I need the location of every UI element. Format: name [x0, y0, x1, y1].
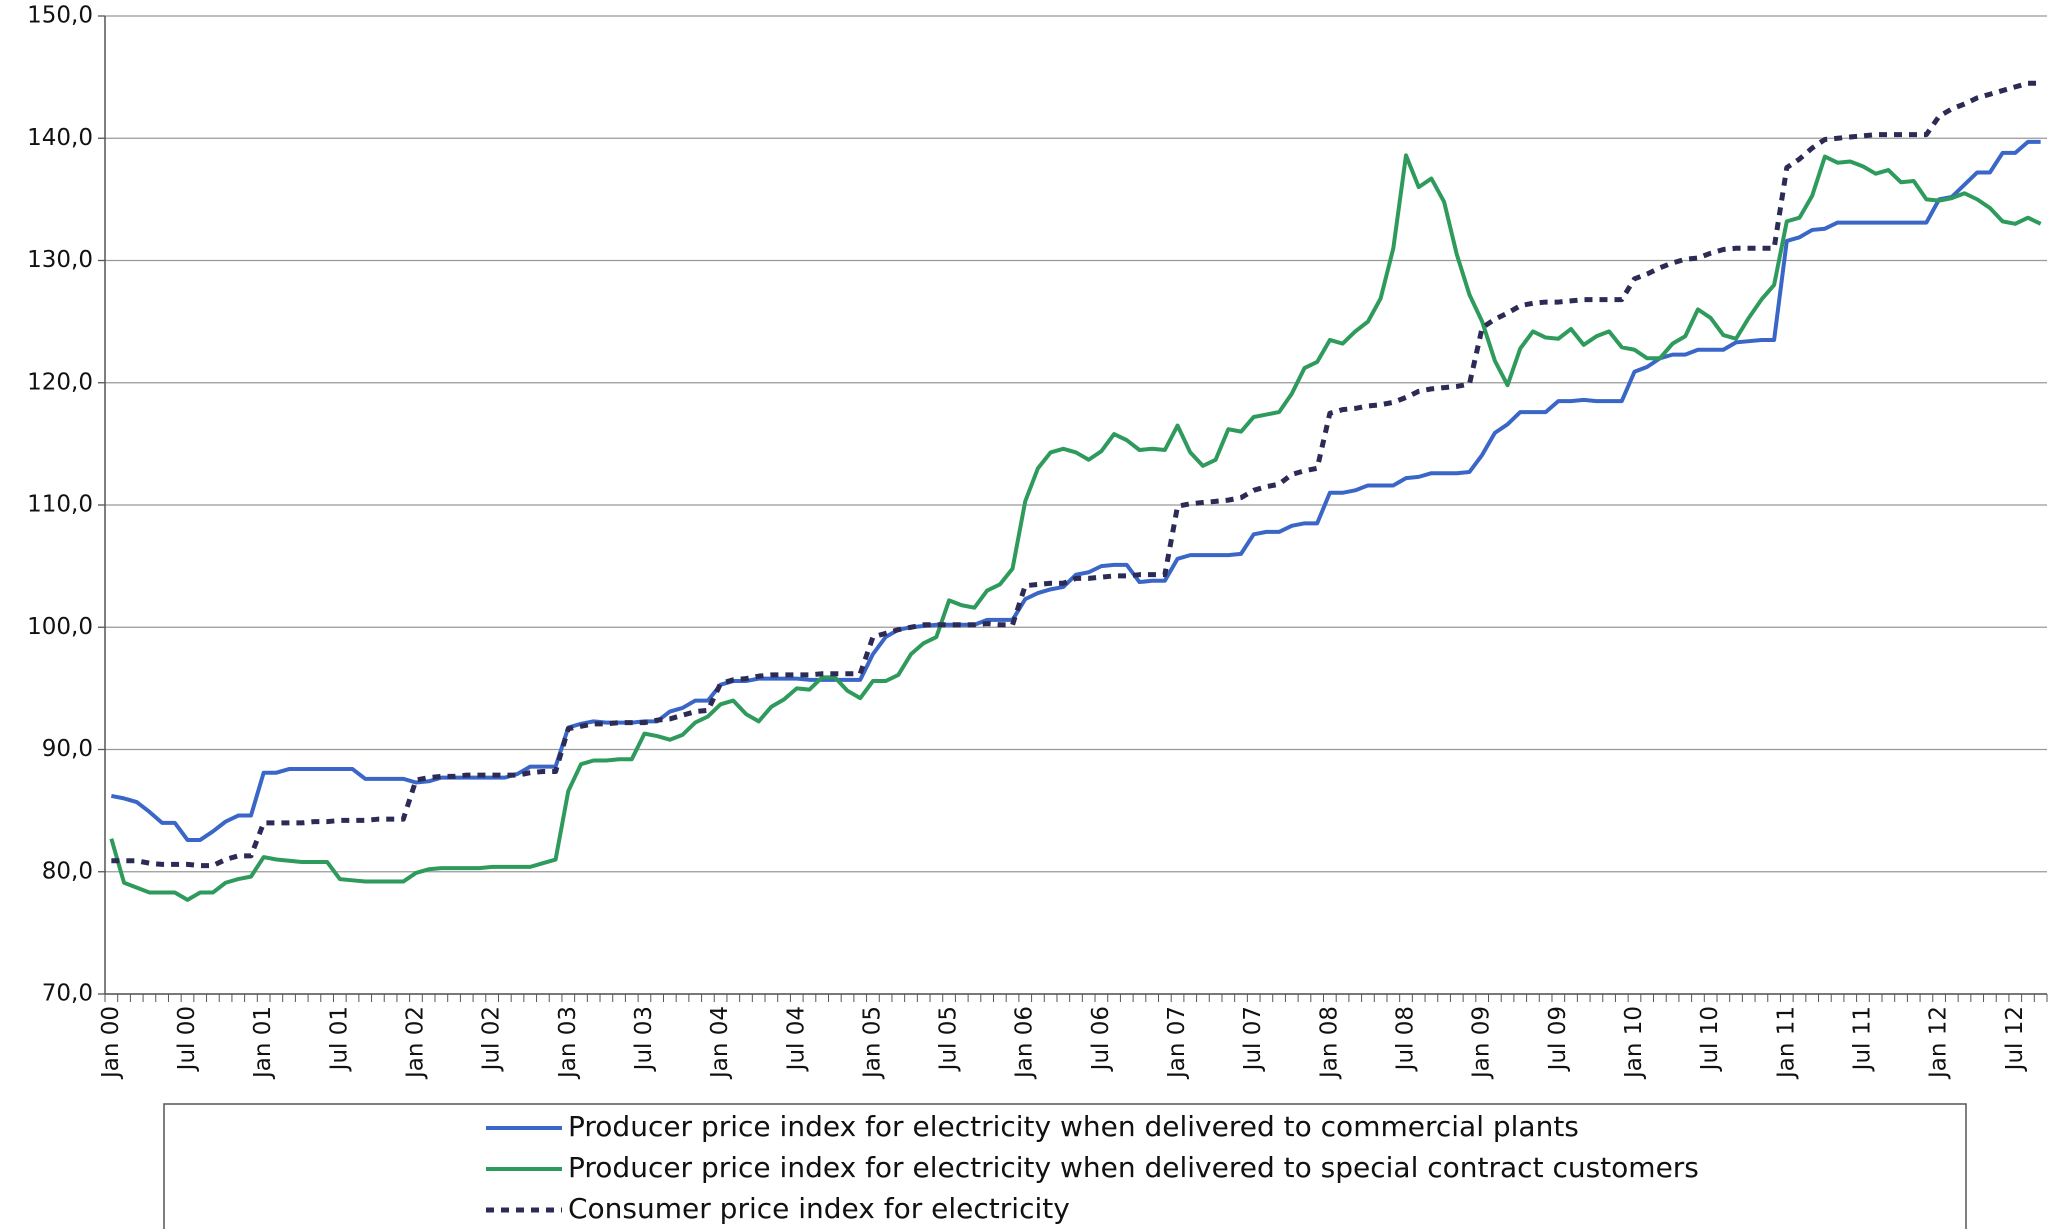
- y-tick-label: 130,0: [27, 247, 93, 273]
- x-tick-label: Jan 04: [707, 1006, 733, 1080]
- x-tick-label: Jul 07: [1240, 1006, 1266, 1072]
- y-tick-label: 110,0: [27, 492, 93, 518]
- legend: Producer price index for electricity whe…: [163, 1103, 1967, 1229]
- x-tick-label: Jul 10: [1697, 1006, 1723, 1072]
- series-line: [109, 153, 2042, 902]
- legend-box: [163, 1103, 1967, 1229]
- series-line: [111, 80, 2041, 869]
- y-tick-label: 140,0: [27, 125, 93, 151]
- x-tick-label: Jul 11: [1849, 1006, 1875, 1072]
- x-tick-label: Jan 07: [1164, 1006, 1190, 1080]
- y-tick-label: 150,0: [27, 3, 93, 29]
- x-tick-label: Jan 10: [1621, 1006, 1647, 1080]
- x-tick-label: Jul 02: [479, 1006, 505, 1072]
- x-tick-label: Jul 12: [2002, 1006, 2028, 1072]
- x-tick-label: Jul 01: [326, 1006, 352, 1072]
- x-tick-label: Jul 00: [174, 1006, 200, 1072]
- legend-label: Producer price index for electricity whe…: [568, 1151, 1699, 1184]
- legend-label: Consumer price index for electricity: [568, 1192, 1070, 1225]
- y-tick-label: 80,0: [42, 858, 93, 884]
- y-tick-label: 120,0: [27, 369, 93, 395]
- x-tick-label: Jan 03: [555, 1006, 581, 1080]
- x-tick-label: Jan 11: [1773, 1006, 1799, 1080]
- x-tick-label: Jan 08: [1316, 1006, 1342, 1080]
- y-tick-label: 70,0: [42, 981, 93, 1007]
- series-line: [110, 139, 2041, 842]
- x-tick-label: Jul 04: [783, 1006, 809, 1072]
- x-tick-label: Jan 02: [402, 1006, 428, 1080]
- x-tick-label: Jul 06: [1088, 1006, 1114, 1072]
- x-tick-label: Jul 08: [1393, 1006, 1419, 1072]
- x-tick-label: Jan 12: [1926, 1006, 1952, 1080]
- x-tick-label: Jan 00: [98, 1006, 124, 1080]
- x-tick-label: Jul 05: [936, 1006, 962, 1072]
- y-tick-label: 90,0: [42, 736, 93, 762]
- x-tick-label: Jan 01: [250, 1006, 276, 1080]
- x-tick-label: Jan 09: [1469, 1006, 1495, 1080]
- y-tick-label: 100,0: [27, 614, 93, 640]
- x-tick-label: Jul 09: [1545, 1006, 1571, 1072]
- x-tick-label: Jan 06: [1012, 1006, 1038, 1080]
- x-tick-label: Jan 05: [859, 1006, 885, 1080]
- x-tick-label: Jul 03: [631, 1006, 657, 1072]
- legend-label: Producer price index for electricity whe…: [568, 1110, 1579, 1143]
